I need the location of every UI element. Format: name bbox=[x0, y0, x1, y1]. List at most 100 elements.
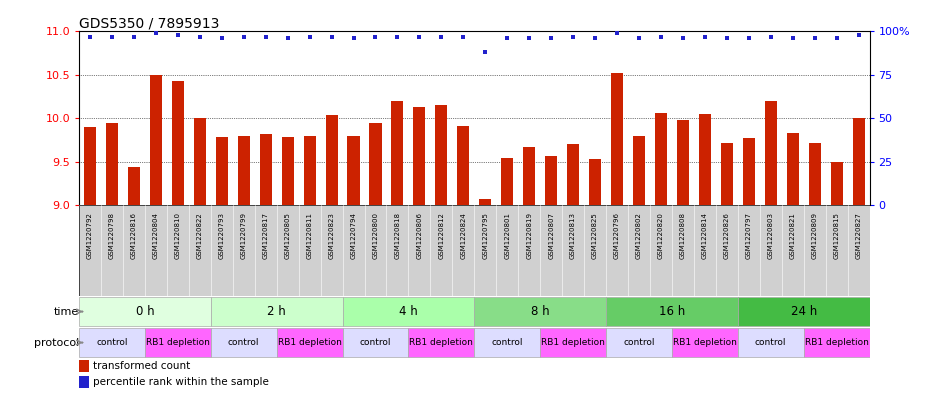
Text: 4 h: 4 h bbox=[399, 305, 418, 318]
Point bbox=[675, 35, 690, 42]
Text: GSM1220819: GSM1220819 bbox=[526, 212, 532, 259]
Point bbox=[434, 33, 449, 40]
Point bbox=[499, 35, 514, 42]
Text: GSM1220794: GSM1220794 bbox=[351, 212, 356, 259]
Text: GSM1220803: GSM1220803 bbox=[768, 212, 774, 259]
Bar bbox=[106, 123, 118, 205]
Bar bbox=[303, 136, 315, 205]
FancyBboxPatch shape bbox=[474, 297, 606, 326]
Text: control: control bbox=[755, 338, 787, 347]
Text: GSM1220801: GSM1220801 bbox=[504, 212, 511, 259]
Point bbox=[390, 33, 405, 40]
Point bbox=[609, 30, 624, 36]
Point bbox=[698, 33, 712, 40]
Text: 0 h: 0 h bbox=[136, 305, 154, 318]
Bar bbox=[830, 162, 843, 205]
Text: GSM1220813: GSM1220813 bbox=[570, 212, 576, 259]
FancyBboxPatch shape bbox=[804, 328, 870, 357]
Text: GSM1220797: GSM1220797 bbox=[746, 212, 751, 259]
Bar bbox=[567, 144, 579, 205]
Bar bbox=[193, 118, 206, 205]
Text: transformed count: transformed count bbox=[93, 361, 191, 371]
Point bbox=[325, 33, 339, 40]
Text: RB1 depletion: RB1 depletion bbox=[673, 338, 737, 347]
Point bbox=[654, 33, 669, 40]
Point bbox=[412, 33, 427, 40]
FancyBboxPatch shape bbox=[79, 328, 145, 357]
FancyBboxPatch shape bbox=[211, 328, 277, 357]
Text: GSM1220795: GSM1220795 bbox=[483, 212, 488, 259]
Point bbox=[522, 35, 537, 42]
Bar bbox=[84, 127, 96, 205]
Bar bbox=[787, 133, 799, 205]
Bar bbox=[79, 360, 89, 372]
Text: control: control bbox=[228, 338, 259, 347]
Bar bbox=[655, 113, 667, 205]
Point bbox=[236, 33, 251, 40]
Text: GSM1220821: GSM1220821 bbox=[790, 212, 796, 259]
Bar bbox=[545, 156, 557, 205]
Bar bbox=[677, 120, 689, 205]
Point bbox=[720, 35, 735, 42]
FancyBboxPatch shape bbox=[737, 297, 870, 326]
Text: GSM1220809: GSM1220809 bbox=[812, 212, 817, 259]
Point bbox=[830, 35, 844, 42]
FancyBboxPatch shape bbox=[408, 328, 474, 357]
Text: GSM1220817: GSM1220817 bbox=[262, 212, 269, 259]
FancyBboxPatch shape bbox=[277, 328, 342, 357]
Point bbox=[785, 35, 800, 42]
Text: GSM1220815: GSM1220815 bbox=[833, 212, 840, 259]
Text: GSM1220826: GSM1220826 bbox=[724, 212, 730, 259]
Bar bbox=[238, 136, 250, 205]
Text: GSM1220822: GSM1220822 bbox=[197, 212, 203, 259]
Bar bbox=[150, 75, 162, 205]
Point bbox=[126, 33, 141, 40]
Bar bbox=[808, 143, 820, 205]
Text: percentile rank within the sample: percentile rank within the sample bbox=[93, 376, 269, 387]
Text: 8 h: 8 h bbox=[531, 305, 550, 318]
Point bbox=[346, 35, 361, 42]
Bar bbox=[282, 138, 294, 205]
Text: GSM1220798: GSM1220798 bbox=[109, 212, 115, 259]
Point bbox=[193, 33, 207, 40]
Point bbox=[544, 35, 559, 42]
Text: GSM1220808: GSM1220808 bbox=[680, 212, 686, 259]
Bar bbox=[259, 134, 272, 205]
Text: 16 h: 16 h bbox=[658, 305, 685, 318]
Text: RB1 depletion: RB1 depletion bbox=[409, 338, 473, 347]
Text: GSM1220816: GSM1220816 bbox=[131, 212, 137, 259]
Point bbox=[280, 35, 295, 42]
Text: RB1 depletion: RB1 depletion bbox=[541, 338, 605, 347]
FancyBboxPatch shape bbox=[342, 328, 408, 357]
Bar bbox=[435, 105, 447, 205]
FancyBboxPatch shape bbox=[79, 297, 211, 326]
Point bbox=[368, 33, 383, 40]
Text: protocol: protocol bbox=[34, 338, 79, 347]
Text: GSM1220800: GSM1220800 bbox=[373, 212, 379, 259]
Text: GSM1220807: GSM1220807 bbox=[548, 212, 554, 259]
Bar bbox=[853, 118, 865, 205]
Text: GSM1220810: GSM1220810 bbox=[175, 212, 180, 259]
Bar bbox=[348, 136, 360, 205]
Text: GSM1220818: GSM1220818 bbox=[394, 212, 401, 259]
Bar bbox=[764, 101, 777, 205]
Point bbox=[588, 35, 603, 42]
Bar bbox=[589, 159, 601, 205]
Text: GSM1220792: GSM1220792 bbox=[87, 212, 93, 259]
Bar bbox=[611, 73, 623, 205]
FancyBboxPatch shape bbox=[540, 328, 606, 357]
Text: GSM1220804: GSM1220804 bbox=[153, 212, 159, 259]
Text: RB1 depletion: RB1 depletion bbox=[804, 338, 869, 347]
Text: control: control bbox=[623, 338, 655, 347]
FancyBboxPatch shape bbox=[606, 328, 671, 357]
Text: control: control bbox=[491, 338, 523, 347]
Text: GSM1220799: GSM1220799 bbox=[241, 212, 246, 259]
Point bbox=[741, 35, 756, 42]
FancyBboxPatch shape bbox=[211, 297, 342, 326]
Bar bbox=[721, 143, 733, 205]
Bar bbox=[128, 167, 140, 205]
Text: 2 h: 2 h bbox=[267, 305, 286, 318]
Point bbox=[302, 33, 317, 40]
Text: GSM1220806: GSM1220806 bbox=[417, 212, 422, 259]
Bar bbox=[479, 199, 491, 205]
